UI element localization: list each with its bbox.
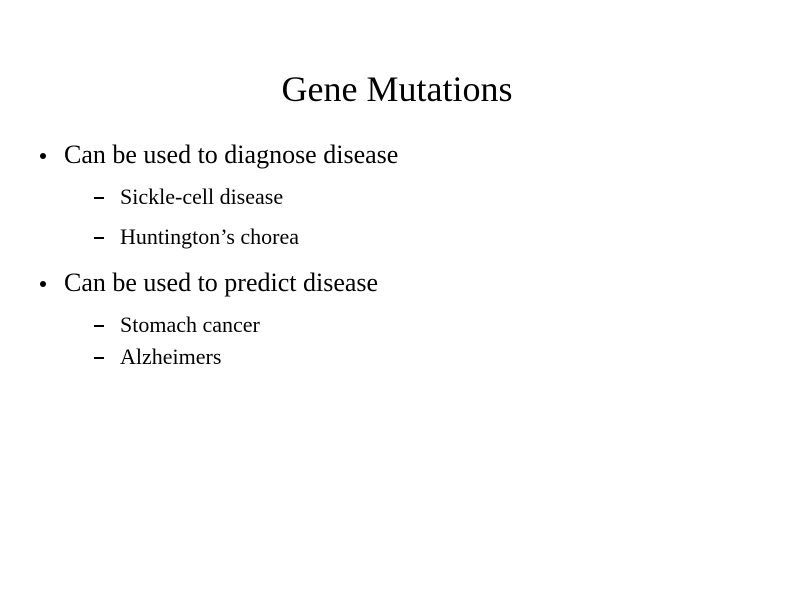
disc-bullet-icon — [40, 281, 46, 287]
bullet-level2: Sickle-cell disease — [94, 184, 754, 210]
slide-content: Can be used to diagnose disease Sickle-c… — [0, 140, 794, 370]
bullet-level2: Huntington’s chorea — [94, 224, 754, 250]
bullet-level2: Stomach cancer — [94, 312, 754, 338]
slide: Gene Mutations Can be used to diagnose d… — [0, 68, 794, 595]
dash-bullet-icon — [94, 325, 104, 327]
subitem-text: Alzheimers — [120, 344, 221, 370]
dash-bullet-icon — [94, 237, 104, 239]
subitem-text: Huntington’s chorea — [120, 224, 299, 250]
subitem-text: Sickle-cell disease — [120, 184, 283, 210]
disc-bullet-icon — [40, 153, 46, 159]
bullet-level1: Can be used to diagnose disease — [40, 140, 754, 170]
bullet-level1: Can be used to predict disease — [40, 268, 754, 298]
dash-bullet-icon — [94, 197, 104, 199]
bullet-level2: Alzheimers — [94, 344, 754, 370]
bullet-text: Can be used to diagnose disease — [64, 140, 398, 170]
dash-bullet-icon — [94, 357, 104, 359]
slide-title: Gene Mutations — [0, 68, 794, 110]
subitem-group: Sickle-cell disease Huntington’s chorea — [40, 184, 754, 250]
subitem-group: Stomach cancer Alzheimers — [40, 312, 754, 370]
bullet-text: Can be used to predict disease — [64, 268, 378, 298]
subitem-text: Stomach cancer — [120, 312, 260, 338]
